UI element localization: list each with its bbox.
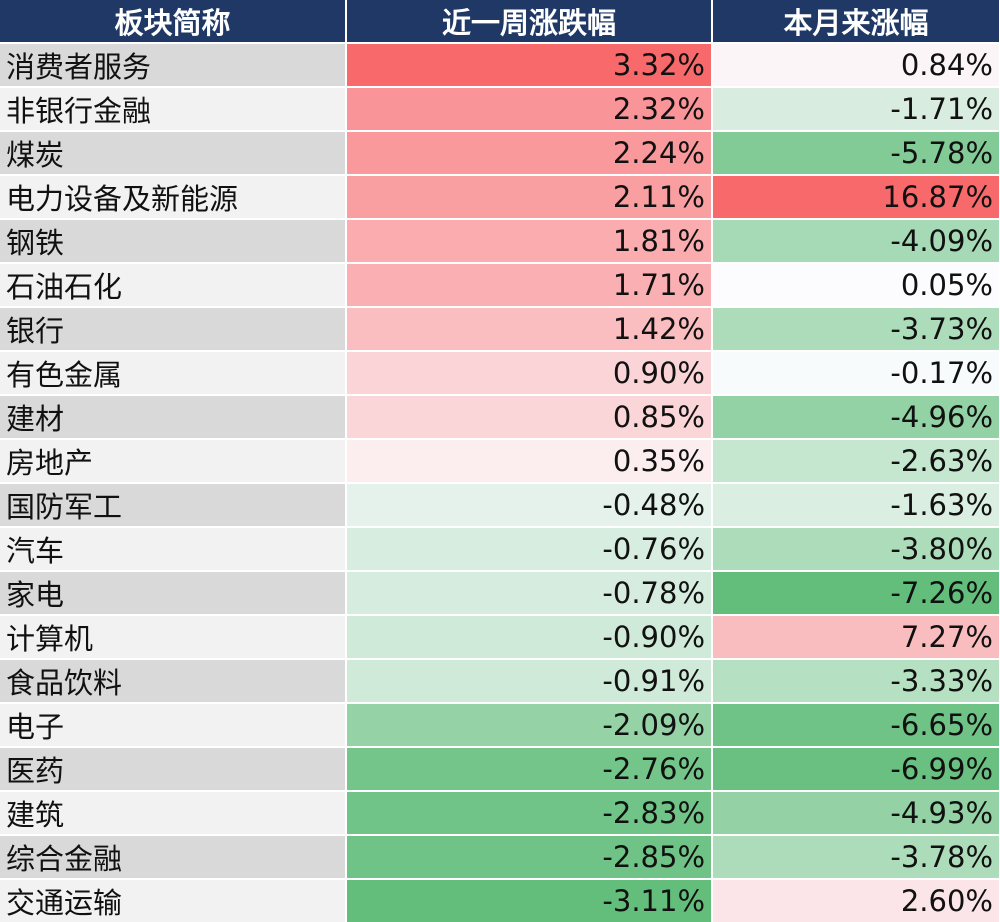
sector-name-cell: 家电: [0, 570, 347, 615]
table-row: 汽车 -0.76% -3.80%: [0, 526, 1000, 571]
sector-name-cell: 医药: [0, 746, 347, 791]
month-change-cell: -4.93%: [712, 790, 1000, 835]
week-change-cell: -2.09%: [346, 702, 713, 747]
table-row: 综合金融 -2.85% -3.78%: [0, 834, 1000, 879]
week-change-cell: 1.42%: [346, 306, 713, 351]
month-change-cell: 2.60%: [712, 878, 1000, 922]
sector-name-cell: 交通运输: [0, 878, 347, 922]
header-month-change: 本月来涨幅: [712, 0, 1000, 43]
table-row: 非银行金融 2.32% -1.71%: [0, 86, 1000, 131]
table-row: 石油石化 1.71% 0.05%: [0, 262, 1000, 307]
week-change-cell: 3.32%: [346, 42, 713, 87]
table-row: 建材 0.85% -4.96%: [0, 394, 1000, 439]
month-change-cell: 0.05%: [712, 262, 1000, 307]
week-change-cell: -0.76%: [346, 526, 713, 571]
month-change-cell: -7.26%: [712, 570, 1000, 615]
month-change-cell: 16.87%: [712, 174, 1000, 219]
month-change-cell: -3.73%: [712, 306, 1000, 351]
week-change-cell: -0.78%: [346, 570, 713, 615]
month-change-cell: -3.78%: [712, 834, 1000, 879]
month-change-cell: -4.09%: [712, 218, 1000, 263]
header-sector-name: 板块简称: [0, 0, 347, 43]
table-row: 电力设备及新能源 2.11% 16.87%: [0, 174, 1000, 219]
table-row: 医药 -2.76% -6.99%: [0, 746, 1000, 791]
month-change-cell: -6.99%: [712, 746, 1000, 791]
week-change-cell: -0.91%: [346, 658, 713, 703]
week-change-cell: 0.90%: [346, 350, 713, 395]
month-change-cell: -3.33%: [712, 658, 1000, 703]
sector-name-cell: 电子: [0, 702, 347, 747]
week-change-cell: 0.35%: [346, 438, 713, 483]
header-week-change: 近一周涨跌幅: [346, 0, 713, 43]
sector-name-cell: 计算机: [0, 614, 347, 659]
table-row: 国防军工 -0.48% -1.63%: [0, 482, 1000, 527]
table-row: 家电 -0.78% -7.26%: [0, 570, 1000, 615]
month-change-cell: -6.65%: [712, 702, 1000, 747]
table-row: 消费者服务 3.32% 0.84%: [0, 42, 1000, 87]
header-row: 板块简称 近一周涨跌幅 本月来涨幅: [0, 0, 1000, 43]
table-row: 煤炭 2.24% -5.78%: [0, 130, 1000, 175]
sector-name-cell: 房地产: [0, 438, 347, 483]
month-change-cell: -5.78%: [712, 130, 1000, 175]
table-row: 交通运输 -3.11% 2.60%: [0, 878, 1000, 922]
table-row: 电子 -2.09% -6.65%: [0, 702, 1000, 747]
sector-name-cell: 综合金融: [0, 834, 347, 879]
week-change-cell: 1.71%: [346, 262, 713, 307]
table-row: 房地产 0.35% -2.63%: [0, 438, 1000, 483]
week-change-cell: 2.32%: [346, 86, 713, 131]
week-change-cell: -0.90%: [346, 614, 713, 659]
month-change-cell: -4.96%: [712, 394, 1000, 439]
month-change-cell: 0.84%: [712, 42, 1000, 87]
month-change-cell: -2.63%: [712, 438, 1000, 483]
sector-name-cell: 消费者服务: [0, 42, 347, 87]
table-row: 计算机 -0.90% 7.27%: [0, 614, 1000, 659]
week-change-cell: 1.81%: [346, 218, 713, 263]
sector-name-cell: 国防军工: [0, 482, 347, 527]
week-change-cell: -2.83%: [346, 790, 713, 835]
table-row: 建筑 -2.83% -4.93%: [0, 790, 1000, 835]
week-change-cell: 0.85%: [346, 394, 713, 439]
table-row: 食品饮料 -0.91% -3.33%: [0, 658, 1000, 703]
sector-name-cell: 有色金属: [0, 350, 347, 395]
week-change-cell: 2.11%: [346, 174, 713, 219]
month-change-cell: -1.71%: [712, 86, 1000, 131]
month-change-cell: 7.27%: [712, 614, 1000, 659]
week-change-cell: -2.85%: [346, 834, 713, 879]
sector-name-cell: 石油石化: [0, 262, 347, 307]
sector-name-cell: 食品饮料: [0, 658, 347, 703]
sector-name-cell: 汽车: [0, 526, 347, 571]
sector-name-cell: 煤炭: [0, 130, 347, 175]
table-body: 消费者服务 3.32% 0.84% 非银行金融 2.32% -1.71% 煤炭 2.24% -5…: [0, 42, 1000, 922]
month-change-cell: -1.63%: [712, 482, 1000, 527]
week-change-cell: -3.11%: [346, 878, 713, 922]
sector-name-cell: 建筑: [0, 790, 347, 835]
week-change-cell: 2.24%: [346, 130, 713, 175]
month-change-cell: -3.80%: [712, 526, 1000, 571]
sector-name-cell: 非银行金融: [0, 86, 347, 131]
sector-name-cell: 电力设备及新能源: [0, 174, 347, 219]
table-row: 钢铁 1.81% -4.09%: [0, 218, 1000, 263]
month-change-cell: -0.17%: [712, 350, 1000, 395]
week-change-cell: -2.76%: [346, 746, 713, 791]
sector-name-cell: 银行: [0, 306, 347, 351]
week-change-cell: -0.48%: [346, 482, 713, 527]
table-row: 有色金属 0.90% -0.17%: [0, 350, 1000, 395]
sector-name-cell: 钢铁: [0, 218, 347, 263]
table-row: 银行 1.42% -3.73%: [0, 306, 1000, 351]
sector-name-cell: 建材: [0, 394, 347, 439]
